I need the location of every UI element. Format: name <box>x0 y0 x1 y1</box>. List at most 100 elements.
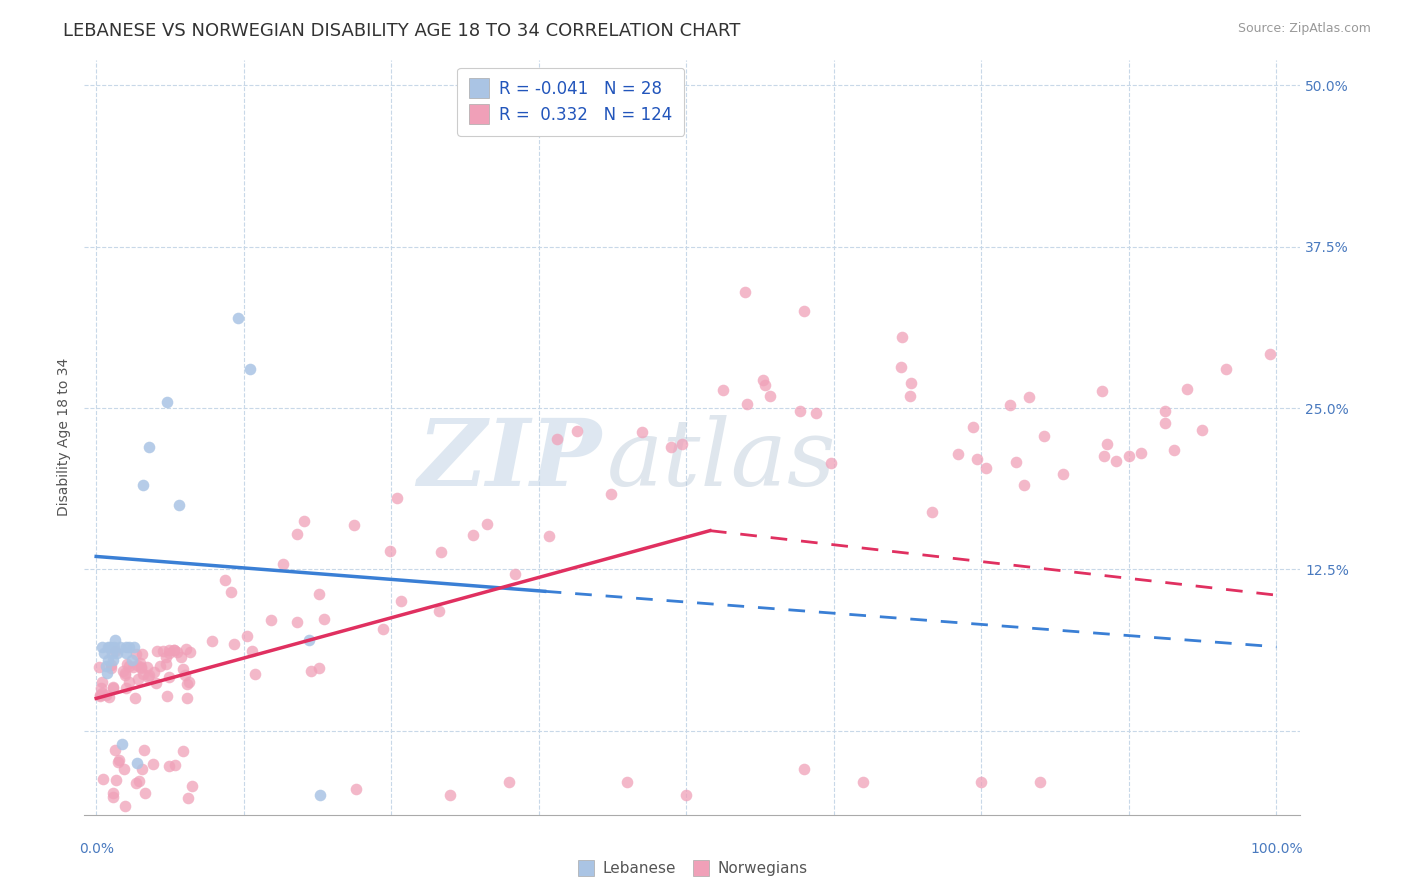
Point <box>111 665 134 679</box>
Point <box>90 685 112 699</box>
Point <box>890 329 912 343</box>
Point <box>292 514 315 528</box>
Legend: Lebanese, Norwegians: Lebanese, Norwegians <box>571 855 814 882</box>
Point <box>389 594 412 608</box>
Point <box>104 633 127 648</box>
Point <box>103 640 125 654</box>
Point <box>146 644 169 658</box>
Text: ZIP: ZIP <box>416 415 600 505</box>
Point <box>659 440 682 454</box>
Point <box>93 646 115 660</box>
Point <box>172 662 194 676</box>
Point <box>243 667 266 681</box>
Point <box>567 424 589 438</box>
Point <box>131 762 153 776</box>
Point <box>1154 403 1177 417</box>
Point <box>143 665 166 680</box>
Point <box>138 440 160 454</box>
Point <box>734 285 756 299</box>
Point <box>135 660 157 674</box>
Point <box>177 674 200 689</box>
Point <box>114 646 136 660</box>
Point <box>752 373 775 387</box>
Point <box>1000 398 1022 412</box>
Point <box>167 498 190 512</box>
Point <box>1091 384 1114 398</box>
Point <box>156 689 179 703</box>
Point <box>157 642 180 657</box>
Point <box>711 383 734 397</box>
Point <box>380 544 402 558</box>
Point <box>125 647 148 661</box>
Point <box>118 640 141 654</box>
Point <box>138 668 160 682</box>
Point <box>90 681 112 696</box>
Point <box>122 640 145 654</box>
Point <box>124 691 146 706</box>
Point <box>101 680 124 694</box>
Point <box>100 646 122 660</box>
Point <box>114 798 136 813</box>
Point <box>299 664 322 678</box>
Point <box>163 758 186 772</box>
Point <box>131 647 153 661</box>
Point <box>155 657 177 671</box>
Point <box>974 461 997 475</box>
Point <box>96 665 118 680</box>
Point <box>546 432 568 446</box>
Point <box>759 389 782 403</box>
Point <box>91 640 114 654</box>
Point <box>1052 467 1074 482</box>
Point <box>174 667 197 681</box>
Point <box>970 775 993 789</box>
Point <box>1154 416 1177 430</box>
Text: 0.0%: 0.0% <box>79 842 114 856</box>
Point <box>136 670 159 684</box>
Point <box>308 661 330 675</box>
Point <box>105 773 128 788</box>
Point <box>966 451 988 466</box>
Point <box>789 404 811 418</box>
Point <box>343 518 366 533</box>
Point <box>91 772 114 786</box>
Point <box>101 786 124 800</box>
Point <box>103 681 125 695</box>
Point <box>127 658 149 673</box>
Point <box>820 456 842 470</box>
Point <box>129 656 152 670</box>
Point <box>427 604 450 618</box>
Point <box>308 587 330 601</box>
Point <box>114 668 136 682</box>
Point <box>180 779 202 793</box>
Point <box>430 545 453 559</box>
Point <box>1104 454 1126 468</box>
Point <box>114 665 136 680</box>
Point <box>852 775 875 789</box>
Text: atlas: atlas <box>607 415 837 505</box>
Point <box>946 447 969 461</box>
Point <box>121 653 143 667</box>
Point <box>96 688 118 702</box>
Point <box>373 622 395 636</box>
Point <box>124 776 146 790</box>
Point <box>890 359 912 374</box>
Point <box>155 650 177 665</box>
Point <box>132 742 155 756</box>
Point <box>149 658 172 673</box>
Point <box>285 527 308 541</box>
Point <box>1092 449 1115 463</box>
Point <box>87 660 110 674</box>
Point <box>461 528 484 542</box>
Point <box>98 690 121 704</box>
Point <box>172 744 194 758</box>
Point <box>1215 362 1237 376</box>
Point <box>898 389 921 403</box>
Point <box>118 674 141 689</box>
Point <box>163 642 186 657</box>
Point <box>94 659 117 673</box>
Point <box>1018 390 1040 404</box>
Point <box>309 788 332 802</box>
Point <box>962 420 984 434</box>
Point <box>176 691 198 706</box>
Point <box>108 753 131 767</box>
